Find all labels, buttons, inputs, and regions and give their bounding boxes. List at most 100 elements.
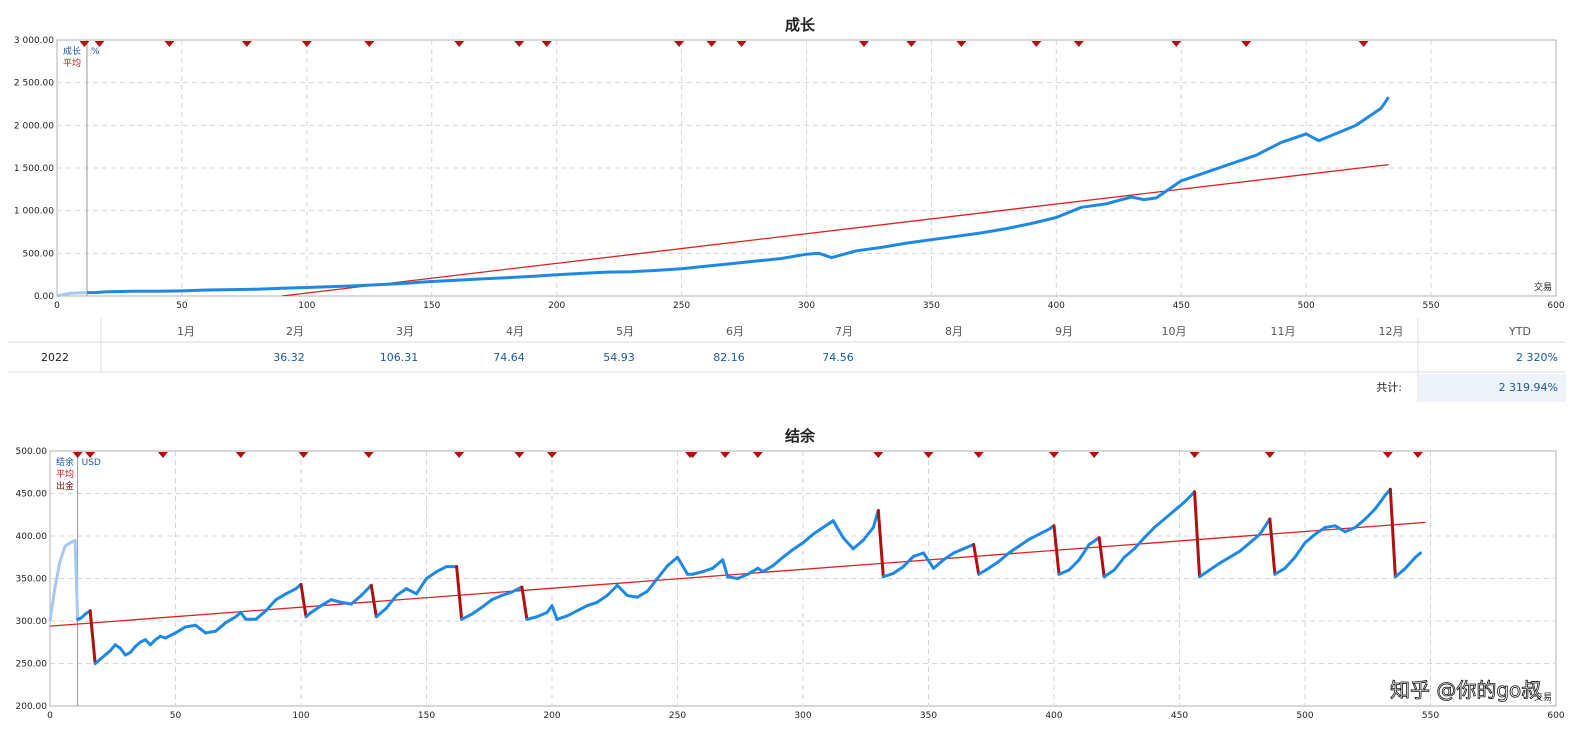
balance-withdrawal-segment [369,583,378,619]
balance-series-balance-segment [184,623,198,629]
balance-series-balance-segment [394,587,408,597]
balance-series-balance-segment [555,614,569,621]
balance-series-balance-segment [861,526,875,542]
balance-trade-marker [720,452,731,458]
balance-series-balance-segment [1353,517,1367,529]
growth-series-pre-deposit [56,291,88,298]
balance-unit-label: USD [82,458,101,468]
table-ytd-value: 2 320% [1516,351,1558,364]
balance-series-balance-segment [1007,544,1021,555]
growth-trade-marker [906,41,917,47]
growth-y-tick-label: 500.00 [23,249,55,259]
balance-x-tick-label: 300 [794,711,811,721]
balance-series-balance-segment [932,558,946,570]
balance-series-balance-segment [414,577,428,596]
balance-trade-marker [1382,452,1393,458]
growth-trade-marker [1073,41,1084,47]
growth-series-average-line [281,163,1389,296]
table-column-header: 5月 [616,325,634,338]
balance-trade-marker [514,452,525,458]
balance-series-balance-segment [1027,532,1041,541]
balance-series-balance-segment [319,598,333,608]
balance-trade-marker [454,452,465,458]
balance-series-balance-segment [911,551,925,558]
balance-legend-2: 平均 [56,468,74,480]
balance-y-tick-label: 350.00 [16,575,48,585]
monthly-returns-table: 1月 2月 3月 4月 5月 6月 7月 8月 9月 10月 11月 12月 YTD 2022 36.32 1… [8,318,1566,402]
balance-series-balance-segment [349,594,363,606]
balance-trade-marker [873,452,884,458]
growth-legend-1: 成长 [63,45,81,57]
balance-series-balance-segment [726,575,740,580]
growth-trade-marker [956,41,967,47]
balance-withdrawal-segment [1268,517,1277,576]
growth-trade-marker [164,41,175,47]
table-cell-value: 36.32 [273,351,305,364]
balance-series-balance-segment [655,564,669,580]
balance-series-balance-segment [701,566,715,574]
balance-series-balance-segment [565,609,579,618]
balance-y-tick-label: 450.00 [16,490,48,500]
growth-x-tick-label: 450 [1173,301,1190,311]
balance-x-tick-label: 100 [292,711,309,721]
growth-chart: 0 50 100 150 200 250 300 350 400 450 500 550 600 0.00… [14,36,1565,311]
balance-x-tick-label: 400 [1045,711,1062,721]
balance-series-balance-segment [1228,549,1242,559]
growth-y-tick-label: 3 000.00 [14,36,54,46]
balance-series-balance-segment [711,558,725,570]
balance-series-balance-segment [339,600,353,606]
balance-trade-marker [85,452,96,458]
table-total-label: 共计: [1376,381,1402,394]
balance-trade-marker [1264,452,1275,458]
balance-series-balance-segment [851,538,865,551]
balance-series-balance-segment [550,604,559,621]
balance-series-balance-segment [1208,561,1222,572]
balance-trade-marker [752,452,763,458]
balance-series-balance-segment [575,604,589,613]
balance-trade-marker [1189,452,1200,458]
balance-series-balance-segment [309,604,323,614]
balance-x-tick-label: 200 [543,711,560,721]
balance-series-balance-segment [329,598,343,604]
growth-x-tick-label: 150 [423,301,440,311]
balance-trade-marker [973,452,984,458]
balance-series-balance-segment [635,589,649,599]
balance-series-balance-segment [490,594,504,602]
balance-x-tick-label: 450 [1171,711,1188,721]
table-total-value: 2 319.94% [1499,381,1558,394]
balance-series-balance-segment [1413,551,1422,559]
balance-series-pre-deposit [48,538,80,622]
balance-series-balance-segment [1162,509,1176,521]
balance-series-balance-segment [1293,541,1307,559]
balance-series-balance-segment [1373,493,1387,511]
growth-trade-marker [1031,41,1042,47]
balance-series-balance-segment [264,598,278,613]
growth-trade-marker [736,41,747,47]
growth-trade-marker [1171,41,1182,47]
balance-series-balance-segment [801,532,815,545]
balance-series-balance-segment [761,564,775,574]
table-total-cell-bg [1419,374,1566,402]
balance-series-balance-segment [615,583,629,597]
growth-x-tick-label: 300 [798,301,815,311]
table-cell-value: 82.16 [713,351,745,364]
growth-x-tick-label: 200 [548,301,565,311]
balance-withdrawal-segment [876,509,885,579]
balance-series-balance-segment [605,583,619,597]
growth-trade-marker [541,41,552,47]
balance-series-balance-segment [1393,566,1407,579]
balance-x-tick-label: 350 [920,711,937,721]
balance-series-balance-segment [1303,532,1317,545]
balance-series-balance-segment [535,611,549,619]
balance-trade-marker [363,452,374,458]
balance-series-balance-segment [771,555,785,568]
table-column-header: 11月 [1271,325,1296,338]
balance-series-balance-segment [691,570,705,576]
balance-x-tick-label: 500 [1296,711,1313,721]
balance-x-tick-label: 0 [47,711,53,721]
growth-x-tick-label: 550 [1422,301,1439,311]
balance-series-balance-segment [163,631,177,640]
balance-trade-marker [157,452,168,458]
balance-series-balance-segment [435,565,449,574]
table-column-header: 3月 [396,325,414,338]
